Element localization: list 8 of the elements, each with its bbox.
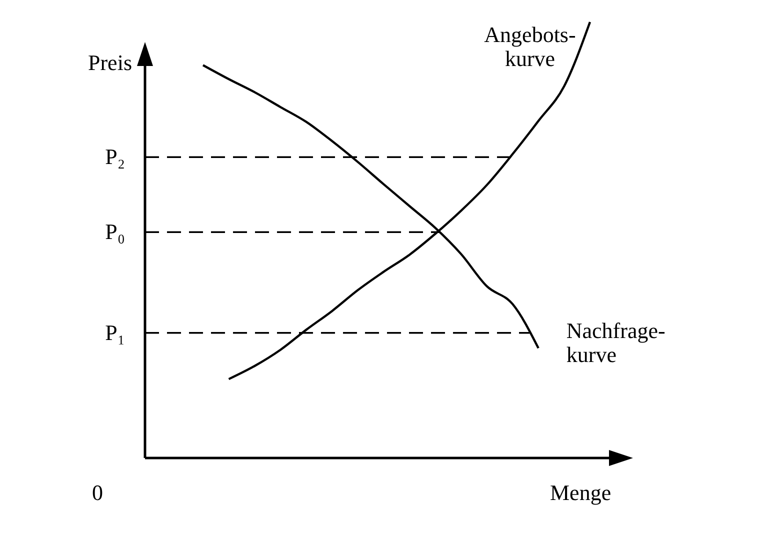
x-axis-title: Menge: [550, 480, 612, 505]
ref-line-label: P₂: [105, 144, 125, 170]
series-label: Angebots- kurve: [484, 22, 576, 71]
text: 0: [92, 480, 103, 505]
y-axis-title: Preis: [88, 50, 132, 75]
ref-line-label: P₀: [105, 219, 125, 244]
series-label: Nachfrage- kurve: [566, 318, 666, 368]
ref-line-label: P₁: [105, 320, 125, 345]
